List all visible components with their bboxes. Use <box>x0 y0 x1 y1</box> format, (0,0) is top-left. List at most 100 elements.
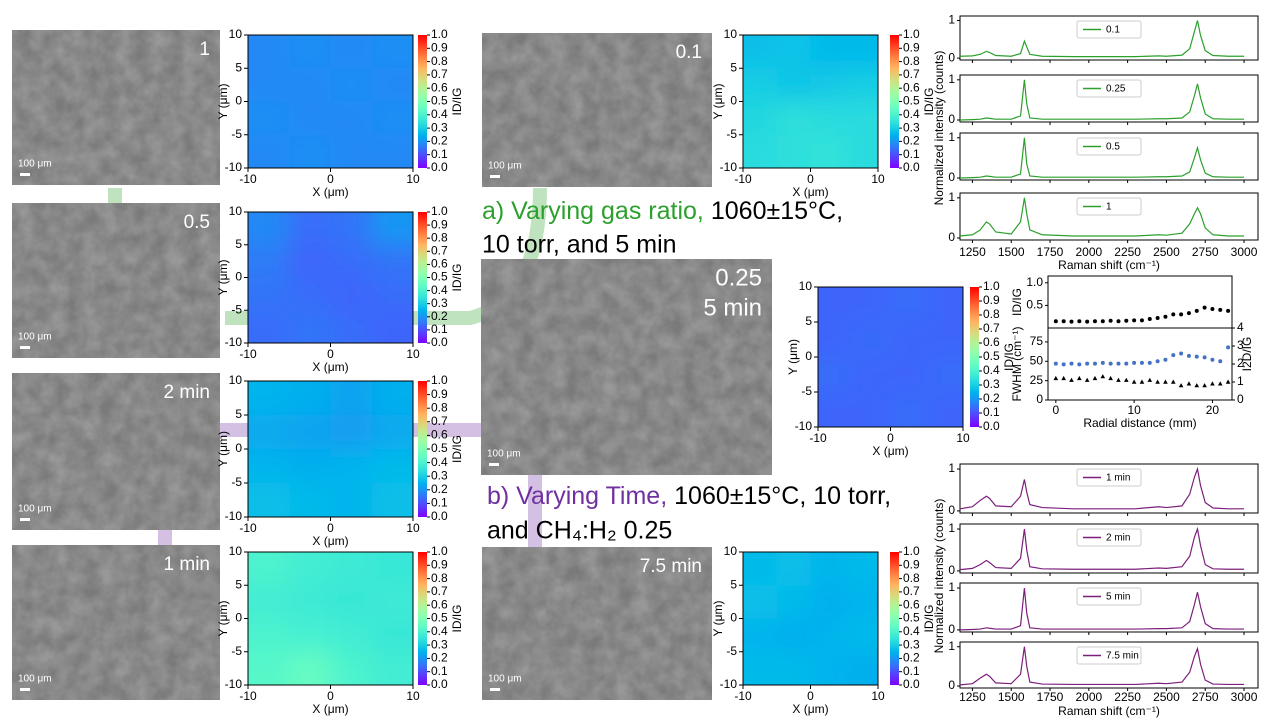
y-tick-label: 0.5 <box>1026 298 1043 312</box>
colorbar-tick-label: 0.9 <box>431 40 448 54</box>
scale-bar <box>20 688 30 691</box>
heatmap-cell <box>844 651 878 685</box>
x-tick-label: 3000 <box>1231 690 1258 704</box>
x-axis-label: X (μm) <box>792 702 828 716</box>
sem-texture <box>12 545 220 700</box>
heatmap-cell <box>371 449 413 484</box>
colorbar-tick-label: 0.3 <box>431 468 448 482</box>
y-axis-label: ID/IG <box>1010 288 1024 316</box>
y-tick-label: -5 <box>231 127 242 141</box>
legend-box <box>1076 20 1142 39</box>
x-axis-label: Radial distance (mm) <box>1083 416 1196 430</box>
heatmap-cell <box>844 101 878 136</box>
heatmap-cell <box>371 310 413 343</box>
marker <box>1124 318 1129 323</box>
x-tick-label: 3000 <box>1231 245 1258 259</box>
colorbar-tick-label: 0.7 <box>431 584 448 598</box>
marker <box>1225 379 1231 384</box>
marker <box>1084 377 1090 382</box>
colorbar-label: ID/IG <box>922 604 936 632</box>
heatmap-cell <box>330 277 373 312</box>
heatmap-cell <box>810 101 846 136</box>
x-axis-label: X (μm) <box>312 534 348 548</box>
x-axis-label: X (μm) <box>872 444 908 458</box>
colorbar-tick-label: 0.1 <box>431 322 448 336</box>
y-tick-label: 25 <box>1030 373 1044 387</box>
heatmap-cell <box>776 585 812 620</box>
legend-box <box>1076 468 1142 487</box>
x-tick-label: -10 <box>734 689 752 703</box>
spectrum-line <box>959 587 1245 631</box>
marker <box>1085 361 1090 366</box>
heatmap-cell <box>289 618 332 653</box>
heatmap <box>248 35 413 168</box>
y-tick-label: 5 <box>235 407 242 421</box>
heatmap-cell <box>743 585 778 620</box>
heatmap-cell <box>890 322 928 358</box>
heatmap-cells <box>818 287 963 427</box>
marker <box>1100 374 1106 379</box>
colorbar-tick-label: 0.8 <box>983 307 1000 321</box>
y-tick-label: 5 <box>235 577 242 591</box>
scale-bar-label: 100 μm <box>18 504 52 515</box>
heatmap-cell <box>844 552 878 587</box>
annotation: b) Varying Time, 1060±15°C, 10 torr, <box>487 482 891 510</box>
colorbar-tick-label: 0.4 <box>431 624 448 638</box>
colorbar-tick-label: 0.9 <box>903 40 920 54</box>
heatmap-cell <box>330 101 373 136</box>
colorbar-label: ID/IG <box>450 87 464 115</box>
colorbar-tick-label: 0.1 <box>431 496 448 510</box>
heatmap-cell <box>330 585 373 620</box>
heatmap-cell <box>248 552 291 587</box>
y-tick-label: -10 <box>225 160 243 174</box>
sem-texture <box>12 373 220 530</box>
legend-label: 7.5 min <box>1106 651 1139 662</box>
x-tick-label: 0 <box>807 689 814 703</box>
legend-label: 2 min <box>1106 533 1130 544</box>
panel-frame <box>1047 327 1233 401</box>
y-tick-label: -10 <box>225 509 243 523</box>
scale-bar <box>489 463 499 466</box>
x-tick-label: 2500 <box>1153 690 1180 704</box>
colorbar-tick-label: 0.4 <box>983 363 1000 377</box>
legend-box <box>1076 528 1142 547</box>
colorbar-tick-label: 0.5 <box>431 611 448 625</box>
marker <box>1108 318 1113 323</box>
marker <box>1116 361 1121 366</box>
heatmap-cell <box>776 552 812 587</box>
marker <box>1053 361 1058 366</box>
x-tick-label: 2250 <box>1114 245 1141 259</box>
sem-texture <box>481 259 772 475</box>
colorbar-tick-label: 0.2 <box>903 134 920 148</box>
panel-frame <box>959 15 1259 61</box>
y-tick-label: 1 <box>948 639 955 653</box>
legend-box <box>1076 137 1142 156</box>
sem-label: 7.5 min <box>640 556 702 577</box>
colorbar-tick-label: 0.7 <box>431 414 448 428</box>
y-tick-label: 10 <box>724 544 738 558</box>
colorbar-tick-label: 0.8 <box>903 571 920 585</box>
heatmap-cell <box>743 134 778 168</box>
colorbar-tick-label: 0.7 <box>431 243 448 257</box>
heatmap-cell <box>371 244 413 279</box>
y-axis-label: I2D/IG <box>1240 337 1254 372</box>
heatmap-cell <box>844 134 878 168</box>
marker <box>1210 357 1215 362</box>
marker <box>1170 379 1176 384</box>
heatmap-cell <box>248 212 291 246</box>
heatmap-cell <box>248 277 291 312</box>
y-tick-label: 3 <box>1237 338 1244 352</box>
marker <box>1116 319 1121 324</box>
x-tick-label: -10 <box>239 347 257 361</box>
spectrum-line <box>959 137 1245 179</box>
heatmap-cell <box>854 392 892 427</box>
heatmap-cell <box>776 134 812 168</box>
marker <box>1061 319 1066 324</box>
marker <box>1186 311 1191 316</box>
legend-label: 0.5 <box>1106 142 1120 153</box>
sem-texture <box>482 547 712 700</box>
heatmap-cell <box>890 357 928 393</box>
x-tick-label: 0 <box>1052 403 1059 417</box>
heatmap-cell <box>289 449 332 484</box>
sem-label: 0.1 <box>676 42 702 63</box>
